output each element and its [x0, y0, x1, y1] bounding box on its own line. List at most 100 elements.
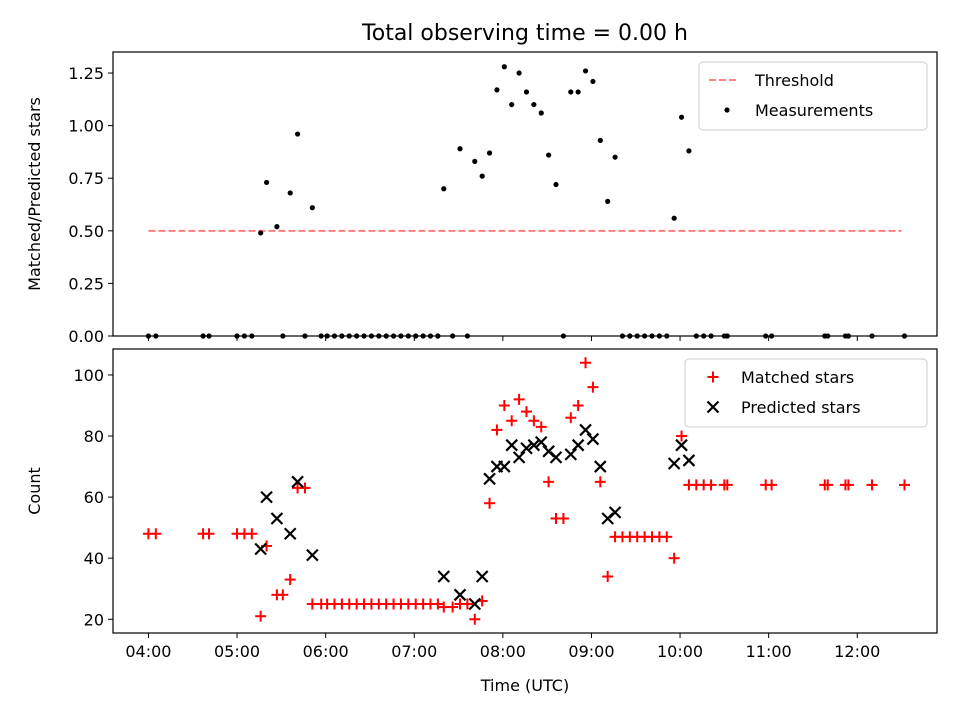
legend-label: Threshold — [754, 71, 834, 90]
data-point — [686, 148, 692, 154]
data-point — [306, 548, 319, 562]
data-point — [535, 421, 547, 433]
data-point — [299, 482, 311, 494]
data-point — [564, 448, 578, 461]
data-point — [457, 146, 463, 152]
data-point — [506, 415, 518, 427]
data-point — [505, 438, 518, 452]
data-point — [549, 451, 563, 464]
data-point — [260, 490, 273, 504]
data-point — [538, 110, 544, 116]
data-point — [568, 89, 574, 95]
data-point — [475, 570, 489, 583]
data-point — [580, 357, 592, 369]
data-point — [509, 101, 515, 108]
y-tick-label: 0.00 — [68, 327, 104, 346]
data-point — [512, 451, 526, 464]
data-point — [472, 158, 478, 164]
data-point — [520, 441, 533, 455]
data-point — [899, 479, 911, 491]
legend-marker — [724, 107, 730, 113]
data-point — [678, 114, 685, 120]
data-point — [842, 479, 854, 491]
bottom-panel-counts: 20 40 60 80 100 04:00 05:00 06:00 07:00 08:00 09:0… — [25, 348, 938, 695]
y-tick-label: 40 — [84, 549, 104, 568]
data-point — [557, 512, 569, 524]
data-point — [274, 224, 280, 230]
data-point — [441, 186, 447, 192]
data-point — [586, 432, 600, 446]
data-point — [246, 528, 258, 540]
data-point — [270, 512, 284, 525]
data-point — [866, 479, 878, 491]
data-point — [287, 190, 293, 196]
legend: Threshold Measurements — [698, 61, 928, 131]
legend-marker — [707, 371, 719, 383]
data-point — [432, 598, 444, 610]
data-point — [721, 479, 733, 491]
data-point — [602, 571, 614, 583]
y-tick-label: 20 — [84, 610, 104, 629]
data-point — [531, 101, 537, 108]
x-tick-label: 08:00 — [480, 642, 526, 661]
data-point — [572, 399, 584, 411]
data-point — [501, 64, 507, 70]
y-tick-label: 100 — [73, 366, 104, 385]
axes-frame — [112, 348, 938, 634]
data-point — [594, 476, 606, 488]
x-tick-label: 12:00 — [834, 642, 880, 661]
data-point — [484, 497, 496, 509]
legend-label: Predicted stars — [741, 398, 861, 417]
data-point — [513, 393, 525, 405]
y-tick-label: 1.00 — [68, 117, 104, 136]
data-point — [486, 150, 493, 156]
data-point — [291, 475, 304, 489]
data-point — [582, 68, 589, 74]
data-point — [516, 70, 522, 76]
x-tick-label: 07:00 — [391, 642, 437, 661]
y-tick-label: 1.25 — [68, 64, 104, 83]
data-point — [565, 412, 577, 424]
data-point — [766, 479, 778, 491]
data-point — [437, 570, 451, 583]
data-point — [447, 601, 459, 613]
data-point — [258, 230, 264, 236]
data-point — [605, 198, 611, 204]
legend: Matched stars Predicted stars — [684, 358, 928, 428]
data-point — [469, 613, 481, 625]
data-point — [571, 438, 585, 452]
data-point — [682, 454, 696, 467]
data-point — [543, 476, 555, 488]
x-tick-label: 06:00 — [303, 642, 349, 661]
data-point — [668, 552, 680, 564]
data-point — [309, 205, 315, 211]
y-axis-label: Matched/Predicted stars — [25, 97, 44, 291]
data-point — [491, 424, 503, 436]
data-point — [294, 131, 301, 137]
axes-frame — [112, 51, 938, 337]
x-tick-label: 04:00 — [125, 642, 171, 661]
y-tick-label: 60 — [84, 488, 104, 507]
data-point — [608, 506, 622, 519]
data-point — [527, 438, 541, 452]
data-point — [822, 479, 834, 491]
data-point — [676, 430, 688, 442]
series-predicted-stars — [254, 423, 696, 611]
data-point — [453, 588, 467, 602]
data-point — [553, 181, 559, 188]
data-point — [546, 152, 552, 158]
data-point — [667, 457, 681, 470]
data-point — [263, 179, 270, 186]
data-point — [705, 479, 717, 491]
data-point — [283, 527, 297, 541]
data-point — [587, 381, 599, 393]
data-point — [494, 87, 500, 93]
data-point — [594, 460, 607, 473]
legend-label: Matched stars — [741, 368, 854, 387]
x-tick-label: 10:00 — [657, 642, 703, 661]
data-point — [661, 531, 673, 543]
data-point — [498, 399, 510, 411]
legend-label: Measurements — [755, 101, 873, 120]
figure-title: Total observing time = 0.00 h — [361, 21, 688, 46]
